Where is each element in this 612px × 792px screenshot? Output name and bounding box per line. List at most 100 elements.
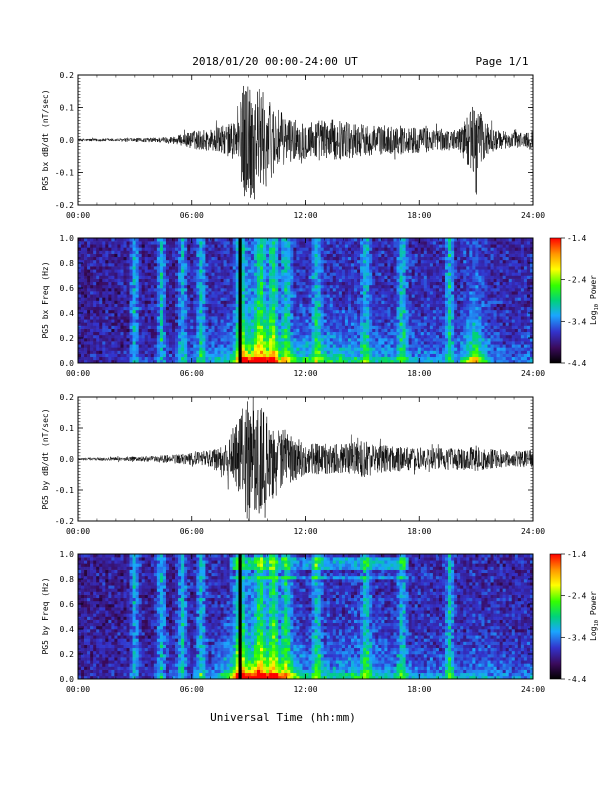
spec-cell bbox=[278, 316, 282, 320]
spec-cell bbox=[123, 297, 127, 301]
spec-cell bbox=[214, 241, 218, 245]
spec-cell bbox=[357, 294, 361, 298]
spec-cell bbox=[442, 356, 446, 361]
spec-cell bbox=[102, 338, 106, 342]
spec-cell bbox=[272, 319, 276, 323]
spec-cell bbox=[423, 300, 428, 304]
spec-cell bbox=[187, 353, 191, 358]
spec-cell bbox=[90, 259, 94, 264]
spec-cell bbox=[354, 253, 358, 258]
spec-cell bbox=[296, 306, 300, 311]
spec-cell bbox=[187, 325, 191, 329]
spec-cell bbox=[205, 272, 209, 276]
spec-cell bbox=[402, 316, 406, 320]
spec-cell bbox=[263, 266, 267, 270]
spec-cell bbox=[199, 350, 203, 354]
spec-cell bbox=[299, 291, 303, 295]
spec-cell bbox=[414, 338, 419, 342]
spec-cell bbox=[299, 247, 303, 251]
spec-cell bbox=[220, 291, 224, 295]
spec-cell bbox=[102, 300, 106, 304]
spec-cell bbox=[78, 281, 82, 286]
spec-cell bbox=[390, 278, 394, 283]
spec-cell bbox=[341, 281, 346, 286]
spec-cell bbox=[123, 331, 127, 336]
spec-cell bbox=[90, 294, 94, 298]
spec-cell bbox=[156, 353, 161, 358]
spec-cell bbox=[111, 347, 115, 351]
spec-cell bbox=[159, 266, 164, 270]
spec-cell bbox=[357, 291, 361, 295]
spec-cell bbox=[159, 347, 164, 351]
spec-cell bbox=[126, 334, 130, 339]
spec-cell bbox=[308, 347, 312, 351]
spec-cell bbox=[253, 241, 258, 245]
spec-cell bbox=[99, 259, 103, 264]
spec-cell bbox=[438, 334, 443, 339]
spec-cell bbox=[408, 250, 412, 254]
spec-cell bbox=[272, 331, 276, 336]
spec-cell bbox=[211, 294, 215, 298]
spec-cell bbox=[360, 291, 364, 295]
spec-cell bbox=[241, 347, 246, 351]
spec-cell bbox=[141, 306, 146, 311]
spec-cell bbox=[260, 281, 264, 286]
spec-cell bbox=[256, 341, 261, 345]
spec-cell bbox=[363, 359, 367, 364]
spec-cell bbox=[78, 328, 82, 333]
spec-cell bbox=[226, 294, 230, 298]
spec-cell bbox=[214, 306, 218, 311]
spec-cell bbox=[226, 347, 230, 351]
spec-cell bbox=[256, 256, 261, 261]
spec-cell bbox=[144, 250, 149, 254]
spec-cell bbox=[387, 250, 391, 254]
spec-cell bbox=[402, 294, 406, 298]
spec-cell bbox=[396, 241, 400, 245]
spec-cell bbox=[132, 241, 136, 245]
spec-cell bbox=[442, 300, 446, 304]
spec-cell bbox=[141, 266, 146, 270]
spec-cell bbox=[169, 244, 173, 248]
spec-cell bbox=[202, 350, 206, 354]
spec-cell bbox=[193, 344, 197, 348]
spec-cell bbox=[81, 247, 85, 251]
spec-cell bbox=[205, 281, 209, 286]
spec-cell bbox=[196, 313, 200, 317]
spec-cell bbox=[126, 297, 130, 301]
spec-cell bbox=[423, 294, 428, 298]
spec-cell bbox=[214, 250, 218, 254]
spec-cell bbox=[393, 291, 397, 295]
spec-cell bbox=[205, 266, 209, 270]
spec-cell bbox=[214, 247, 218, 251]
spec-cell bbox=[93, 306, 97, 311]
spec-cell bbox=[260, 272, 264, 276]
spec-cell bbox=[375, 338, 379, 342]
spec-cell bbox=[250, 334, 255, 339]
spec-cell bbox=[93, 356, 97, 361]
spec-cell bbox=[308, 350, 312, 354]
spec-cell bbox=[332, 278, 337, 283]
spec-cell bbox=[84, 278, 88, 283]
spec-cell bbox=[344, 338, 349, 342]
spec-cell bbox=[360, 328, 364, 333]
spec-cell bbox=[357, 278, 361, 283]
spec-cell bbox=[187, 356, 191, 361]
spec-cell bbox=[390, 253, 394, 258]
spec-cell bbox=[317, 266, 321, 270]
spec-cell bbox=[208, 244, 212, 248]
spec-cell bbox=[284, 266, 288, 270]
spec-cell bbox=[414, 238, 419, 242]
spec-cell bbox=[196, 291, 200, 295]
spec-cell bbox=[302, 322, 306, 326]
spec-cell bbox=[211, 272, 215, 276]
spec-cell bbox=[287, 297, 291, 301]
spec-cell bbox=[338, 284, 343, 289]
spec-cell bbox=[423, 256, 428, 261]
spec-cell bbox=[384, 297, 388, 301]
spec-cell bbox=[266, 244, 270, 248]
spec-cell bbox=[117, 253, 121, 258]
spec-cell bbox=[396, 338, 400, 342]
spec-cell bbox=[429, 325, 434, 329]
spec-cell bbox=[108, 356, 112, 361]
spec-cell bbox=[190, 331, 194, 336]
